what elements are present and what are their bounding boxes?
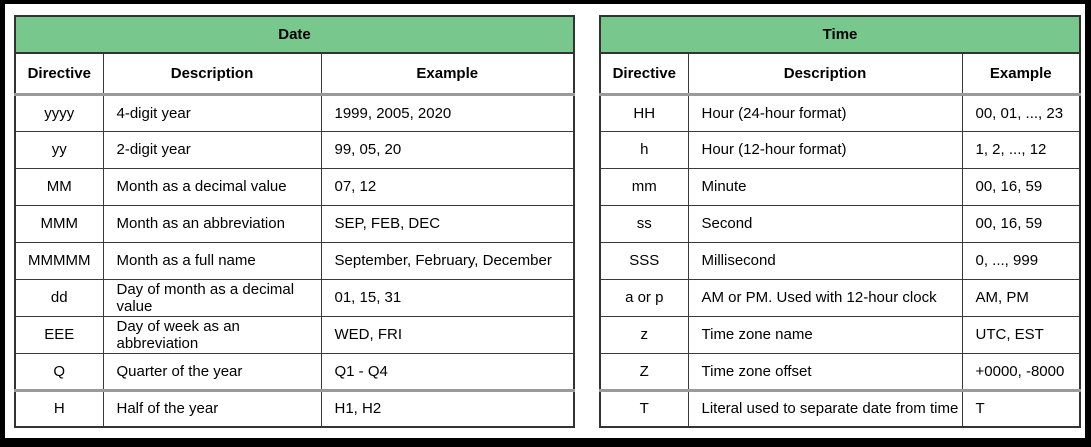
time-column-header-example: Example <box>961 52 1081 96</box>
table-row: ss Second 00, 16, 59 <box>599 204 1081 243</box>
example-cell: 07, 12 <box>320 167 575 206</box>
example-cell: 1, 2, ..., 12 <box>961 130 1081 169</box>
table-row: MMM Month as an abbreviation SEP, FEB, DEC <box>14 204 575 243</box>
description-cell: 2-digit year <box>102 130 322 169</box>
directive-cell: ss <box>599 204 689 243</box>
description-cell: 4-digit year <box>102 93 322 132</box>
date-column-header-directive: Directive <box>14 52 104 96</box>
example-cell: September, February, December <box>320 241 575 280</box>
description-cell: Half of the year <box>102 388 322 428</box>
description-cell: Quarter of the year <box>102 352 322 391</box>
directive-cell: H <box>14 388 104 428</box>
description-cell: Month as a full name <box>102 241 322 280</box>
directive-cell: yyyy <box>14 93 104 132</box>
example-cell: +0000, -8000 <box>961 352 1081 391</box>
description-cell: Day of week as an abbreviation <box>102 315 322 354</box>
time-table-body: HH Hour (24-hour format) 00, 01, ..., 23 h H… <box>599 93 1081 428</box>
time-column-header-directive: Directive <box>599 52 689 96</box>
table-row: MM Month as a decimal value 07, 12 <box>14 167 575 206</box>
example-cell: 00, 16, 59 <box>961 167 1081 206</box>
directive-cell: MMMMM <box>14 241 104 280</box>
table-row: z Time zone name UTC, EST <box>599 315 1081 354</box>
example-cell: T <box>961 388 1081 428</box>
description-cell: AM or PM. Used with 12-hour clock <box>687 278 963 317</box>
description-cell: Literal used to separate date from time <box>687 388 963 428</box>
example-cell: 1999, 2005, 2020 <box>320 93 575 132</box>
date-table-title: Date <box>14 15 575 54</box>
date-table: Date Directive Description Example yyyy 4… <box>14 15 575 428</box>
directive-cell: z <box>599 315 689 354</box>
time-column-header-row: Directive Description Example <box>599 52 1081 96</box>
directive-cell: EEE <box>14 315 104 354</box>
date-column-header-example: Example <box>320 52 575 96</box>
example-cell: 00, 16, 59 <box>961 204 1081 243</box>
description-cell: Month as a decimal value <box>102 167 322 206</box>
directive-cell: Q <box>14 352 104 391</box>
table-row: a or p AM or PM. Used with 12-hour clock A… <box>599 278 1081 317</box>
table-row: h Hour (12-hour format) 1, 2, ..., 12 <box>599 130 1081 169</box>
description-cell: Day of month as a decimal value <box>102 278 322 317</box>
table-row: yy 2-digit year 99, 05, 20 <box>14 130 575 169</box>
table-row: T Literal used to separate date from time… <box>599 388 1081 428</box>
example-cell: 0, ..., 999 <box>961 241 1081 280</box>
directive-cell: SSS <box>599 241 689 280</box>
example-cell: 01, 15, 31 <box>320 278 575 317</box>
description-cell: Time zone offset <box>687 352 963 391</box>
date-table-title-row: Date <box>14 15 575 54</box>
directive-cell: HH <box>599 93 689 132</box>
directive-cell: h <box>599 130 689 169</box>
example-cell: SEP, FEB, DEC <box>320 204 575 243</box>
description-cell: Minute <box>687 167 963 206</box>
table-row: MMMMM Month as a full name September, Febr… <box>14 241 575 280</box>
example-cell: UTC, EST <box>961 315 1081 354</box>
example-cell: WED, FRI <box>320 315 575 354</box>
description-cell: Hour (24-hour format) <box>687 93 963 132</box>
table-row: EEE Day of week as an abbreviation WED, FR… <box>14 315 575 354</box>
description-cell: Millisecond <box>687 241 963 280</box>
directive-cell: MM <box>14 167 104 206</box>
example-cell: 99, 05, 20 <box>320 130 575 169</box>
table-row: SSS Millisecond 0, ..., 999 <box>599 241 1081 280</box>
date-column-header-description: Description <box>102 52 322 96</box>
description-cell: Time zone name <box>687 315 963 354</box>
description-cell: Hour (12-hour format) <box>687 130 963 169</box>
directive-cell: MMM <box>14 204 104 243</box>
table-row: HH Hour (24-hour format) 00, 01, ..., 23 <box>599 93 1081 132</box>
description-cell: Month as an abbreviation <box>102 204 322 243</box>
directive-cell: mm <box>599 167 689 206</box>
directive-cell: a or p <box>599 278 689 317</box>
date-table-body: yyyy 4-digit year 1999, 2005, 2020 yy 2-digi… <box>14 93 575 428</box>
time-column-header-description: Description <box>687 52 963 96</box>
table-row: mm Minute 00, 16, 59 <box>599 167 1081 206</box>
directive-cell: Z <box>599 352 689 391</box>
directive-cell: T <box>599 388 689 428</box>
example-cell: AM, PM <box>961 278 1081 317</box>
table-row: yyyy 4-digit year 1999, 2005, 2020 <box>14 93 575 132</box>
time-table: Time Directive Description Example HH Hou… <box>598 15 1082 428</box>
time-table-title: Time <box>598 15 1082 54</box>
example-cell: H1, H2 <box>320 388 575 428</box>
description-cell: Second <box>687 204 963 243</box>
table-row: Z Time zone offset +0000, -8000 <box>599 352 1081 391</box>
table-row: dd Day of month as a decimal value 01, 15,… <box>14 278 575 317</box>
date-column-header-row: Directive Description Example <box>14 52 575 96</box>
time-table-title-row: Time <box>598 15 1082 54</box>
table-row: Q Quarter of the year Q1 - Q4 <box>14 352 575 391</box>
example-cell: 00, 01, ..., 23 <box>961 93 1081 132</box>
table-row: H Half of the year H1, H2 <box>14 388 575 428</box>
example-cell: Q1 - Q4 <box>320 352 575 391</box>
directive-cell: dd <box>14 278 104 317</box>
directive-cell: yy <box>14 130 104 169</box>
